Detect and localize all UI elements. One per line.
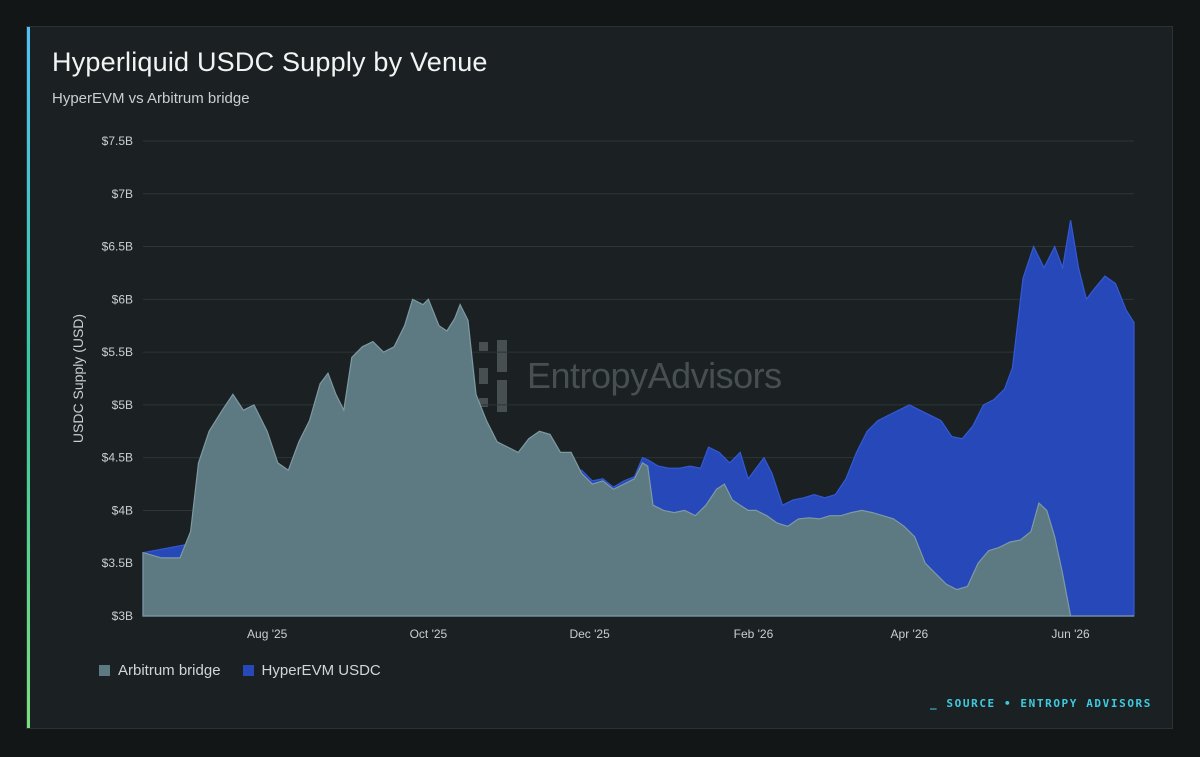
chart-card: Hyperliquid USDC Supply by Venue HyperEV…: [26, 26, 1173, 729]
y-tick-label: $7.5B: [102, 134, 133, 148]
x-tick-label: Apr '26: [891, 627, 929, 641]
x-tick-label: Feb '26: [734, 627, 774, 641]
legend-item-arbitrum[interactable]: Arbitrum bridge: [99, 662, 221, 679]
legend-item-hyperevm[interactable]: HyperEVM USDC: [242, 662, 381, 679]
x-axis: Aug '25 Oct '25 Dec '25 Feb '26 Apr '26 Jun '…: [247, 627, 1090, 641]
y-axis: $3B $3.5B $4B $4.5B $5B $5.5B $6B $6.5B $7B $7.5B: [102, 134, 133, 623]
y-tick-label: $6.5B: [102, 240, 133, 254]
y-tick-label: $4B: [112, 503, 133, 517]
entropy-logo-icon: [479, 340, 507, 412]
y-tick-label: $5B: [112, 398, 133, 412]
legend-swatch: [242, 665, 254, 676]
watermark: EntropyAdvisors: [477, 340, 782, 412]
watermark-text: EntropyAdvisors: [527, 355, 782, 396]
x-tick-label: Jun '26: [1051, 627, 1090, 641]
y-axis-label: USDC Supply (USD): [70, 314, 86, 443]
x-tick-label: Aug '25: [247, 627, 288, 641]
y-tick-label: $6B: [112, 292, 133, 306]
chart-title: Hyperliquid USDC Supply by Venue: [52, 47, 488, 77]
legend-swatch: [99, 665, 110, 676]
y-tick-label: $7B: [112, 187, 133, 201]
y-tick-label: $4.5B: [102, 451, 133, 465]
series-area: [142, 298, 1134, 617]
area-chart: $3B $3.5B $4B $4.5B $5B $5.5B $6B $6.5B $7B $7.5B…: [70, 134, 1135, 641]
legend: Arbitrum bridge HyperEVM USDC: [99, 662, 381, 679]
x-tick-label: Oct '25: [410, 627, 448, 641]
chart-subtitle: HyperEVM vs Arbitrum bridge: [52, 90, 250, 107]
y-tick-label: $5.5B: [102, 345, 133, 359]
legend-label: Arbitrum bridge: [118, 662, 221, 679]
series-areas: [142, 220, 1135, 617]
source-credit: _ SOURCE • ENTROPY ADVISORS: [929, 697, 1152, 710]
y-tick-label: $3B: [112, 609, 133, 623]
y-tick-label: $3.5B: [102, 556, 133, 570]
legend-label: HyperEVM USDC: [261, 662, 381, 679]
accent-bar: [27, 27, 30, 728]
x-tick-label: Dec '25: [569, 627, 610, 641]
